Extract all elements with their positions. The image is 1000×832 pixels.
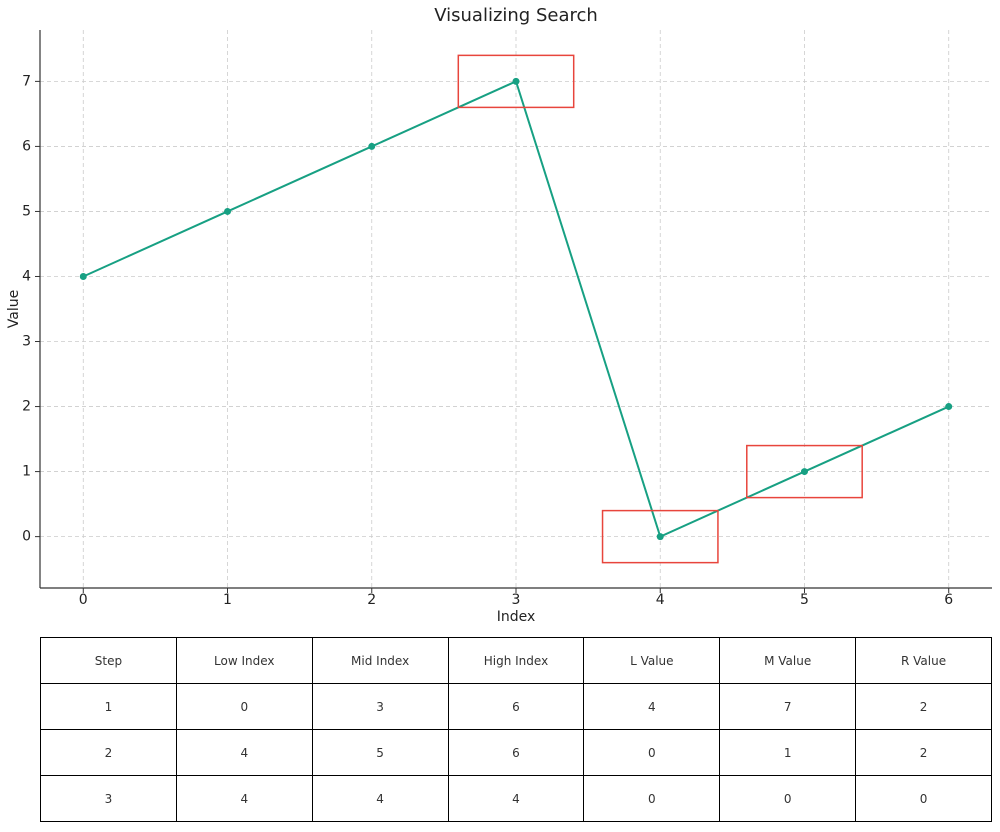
table-cell: M Value	[719, 637, 857, 684]
highlight-box	[457, 54, 575, 109]
x-tick-label: 5	[800, 592, 809, 608]
table-cell: 1	[40, 683, 177, 730]
y-tick-label: 6	[22, 138, 31, 154]
table-row: Step Low Index Mid Index High Index L Value M…	[40, 637, 992, 684]
table-cell: 3	[40, 775, 177, 822]
table-cell: 5	[311, 729, 449, 776]
y-tick-label: 5	[22, 203, 31, 219]
y-tick-label: 3	[22, 334, 31, 350]
x-tick-label: 1	[223, 592, 232, 608]
table-cell: 4	[583, 683, 721, 730]
y-axis-label: Value	[6, 290, 22, 328]
table-cell: 3	[311, 683, 449, 730]
table-cell: 6	[447, 683, 585, 730]
table-cell: 7	[719, 683, 857, 730]
x-tick-label: 2	[367, 592, 376, 608]
table-cell: 2	[40, 729, 177, 776]
x-tick-label: 4	[656, 592, 665, 608]
table-cell: 4	[311, 775, 449, 822]
table-cell: 6	[447, 729, 585, 776]
x-tick-label: 3	[512, 592, 521, 608]
search-table: Step Low Index Mid Index High Index L Value M…	[40, 637, 992, 822]
table-cell: High Index	[447, 637, 585, 684]
data-point	[368, 142, 376, 150]
table-cell: Low Index	[175, 637, 313, 684]
y-tick-label: 7	[22, 73, 31, 89]
table-cell: 0	[855, 775, 992, 822]
y-tick-label: 1	[22, 464, 31, 480]
x-tick-label: 6	[944, 592, 953, 608]
data-point	[945, 403, 953, 411]
table-cell: 4	[447, 775, 585, 822]
data-point	[512, 77, 520, 85]
y-tick-label: 4	[22, 268, 31, 284]
table-body: Step Low Index Mid Index High Index L Value M…	[40, 637, 992, 822]
table-cell: R Value	[855, 637, 992, 684]
highlight-box	[601, 509, 719, 564]
table-cell: 1	[719, 729, 857, 776]
x-tick-label: 0	[79, 592, 88, 608]
x-axis-label: Index	[497, 609, 536, 625]
table-cell: L Value	[583, 637, 721, 684]
data-point	[224, 207, 232, 215]
data-point	[79, 272, 87, 280]
table-cell: 0	[583, 775, 721, 822]
table-cell: 0	[175, 683, 313, 730]
table-cell: 0	[719, 775, 857, 822]
table-cell: Mid Index	[311, 637, 449, 684]
chart: Visualizing Search Index Value 0 1 2 3 4 5 6 7 0…	[6, 5, 992, 625]
data-point	[800, 468, 808, 476]
table-cell: 2	[855, 683, 992, 730]
table-cell: 4	[175, 775, 313, 822]
y-tick-label: 2	[22, 399, 31, 415]
table-cell: 0	[583, 729, 721, 776]
y-tick-label: 0	[22, 529, 31, 545]
table-cell: Step	[40, 637, 177, 684]
table-cell: 2	[855, 729, 992, 776]
chart-title: Visualizing Search	[434, 5, 598, 26]
highlight-box	[746, 444, 863, 499]
table-cell: 4	[175, 729, 313, 776]
data-point	[656, 533, 664, 541]
